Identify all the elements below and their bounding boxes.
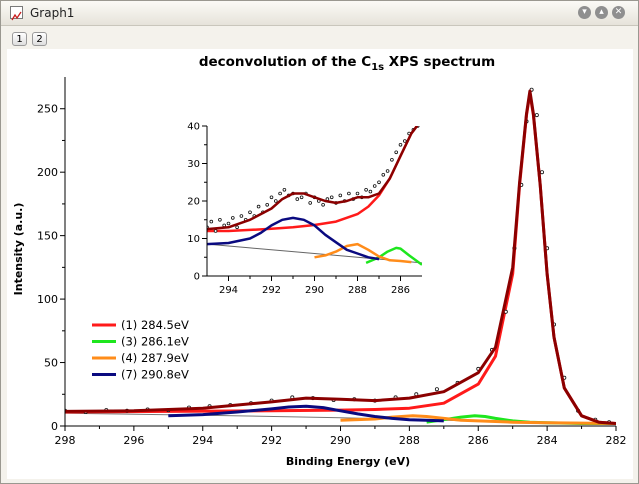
main-data-point [540,170,545,175]
main-data-point [434,387,439,392]
restore-icon[interactable]: ▴ [595,6,608,19]
inset-data-point [329,195,334,200]
inset-y-tick-label: 20 [187,197,200,208]
inset-data-point [256,204,261,209]
main-fit-line [65,89,616,425]
layer-button-1[interactable]: 1 [12,32,27,46]
inset-data-point [231,216,235,220]
close-icon[interactable]: ✕ [612,6,625,19]
main-y-tick-label: 250 [37,103,58,116]
main-y-tick-label: 200 [37,166,58,179]
main-y-tick-label: 100 [37,293,58,306]
main-x-tick-label: 284 [537,434,558,447]
inset-data-point [402,139,407,143]
main-x-tick-label: 282 [606,434,627,447]
main-y-tick-label: 50 [44,356,58,369]
window-titlebar[interactable]: Graph1 ▾ ▴ ✕ [1,1,638,26]
legend: (1) 284.5eV (3) 286.1eV (4) 287.9eV (7) 290… [92,318,189,382]
main-x-tick-label: 296 [123,434,144,447]
inset-series-line-3 [207,216,380,261]
main-y-tick-label: 0 [51,420,58,433]
main-plot: 298 296 294 292 290 288 286 284 2820501001502002… [37,77,627,447]
inset-data-point [273,199,278,203]
y-axis-label: Intensity (a.u.) [12,203,25,296]
window-title: Graph1 [30,6,75,20]
inset-data-point [278,191,282,196]
main-x-tick-label: 294 [192,434,213,447]
inset-y-tick-label: 0 [194,272,200,283]
inset-data-point [364,188,368,192]
inset-x-tick-label: 292 [262,285,281,296]
inset-data-point [265,203,270,207]
legend-label: (7) 290.8eV [121,368,189,382]
graph-icon [10,6,23,21]
inset-data-point [282,188,287,192]
inset-data-point [347,191,351,196]
inset-data-point [218,218,222,222]
inset-data-point [248,210,252,215]
inset-series-line-0 [207,126,419,233]
inset-data-point [368,189,373,194]
inset-data-point [269,195,274,200]
main-y-tick-label: 150 [37,230,58,243]
inset-data-point [338,193,343,198]
inset-x-tick-label: 286 [391,285,410,296]
main-data-point [534,113,539,118]
inset-fit-line [207,126,419,231]
inset-x-tick-label: 290 [305,285,324,296]
inset-data-point [295,197,300,201]
inset-data-point [355,191,360,196]
inset-data-point [398,143,403,147]
inset-data-point [377,180,381,185]
inset-data-point [235,225,239,230]
inset-data-point [390,158,394,162]
main-series-line-3 [168,404,444,423]
main-x-tick-label: 288 [399,434,420,447]
inset-x-tick-label: 294 [219,285,238,296]
inset-data-point [308,201,313,205]
inset-series-line-2 [314,242,412,264]
legend-label: (3) 286.1eV [121,335,189,349]
layer-button-2[interactable]: 2 [32,32,47,46]
chart-svg: deconvolution of the C1s XPS spectrum Bi… [12,54,627,468]
legend-label: (1) 284.5eV [121,318,189,332]
main-x-tick-label: 298 [55,434,76,447]
inset-y-tick-label: 10 [187,234,200,245]
main-x-tick-label: 286 [468,434,489,447]
inset-plot: 294 292 290 288 286 0 10 20 30 40 [187,121,423,296]
inset-x-tick-label: 288 [348,285,367,296]
inset-data-point [321,203,325,207]
chart-title: deconvolution of the C1s XPS spectrum [199,54,495,73]
inset-y-tick-label: 40 [187,122,200,133]
inset-data-point [213,229,218,233]
main-x-tick-label: 290 [330,434,351,447]
inset-data-point [385,169,390,173]
inset-data-point [394,150,399,155]
minimize-icon[interactable]: ▾ [578,6,591,19]
inset-data-point [226,221,231,226]
inset-data-point [381,173,386,177]
inset-y-tick-label: 30 [187,159,200,170]
legend-label: (4) 287.9eV [121,351,189,365]
x-axis-label: Binding Energy (eV) [286,455,410,468]
plot-canvas: deconvolution of the C1s XPS spectrum Bi… [7,49,633,479]
inset-data-point [209,219,214,224]
inset-data-point [239,214,244,218]
inset-data-point [420,121,423,124]
main-x-tick-label: 292 [261,434,282,447]
inset-data-point [299,195,304,200]
inset-data-point [372,184,377,188]
